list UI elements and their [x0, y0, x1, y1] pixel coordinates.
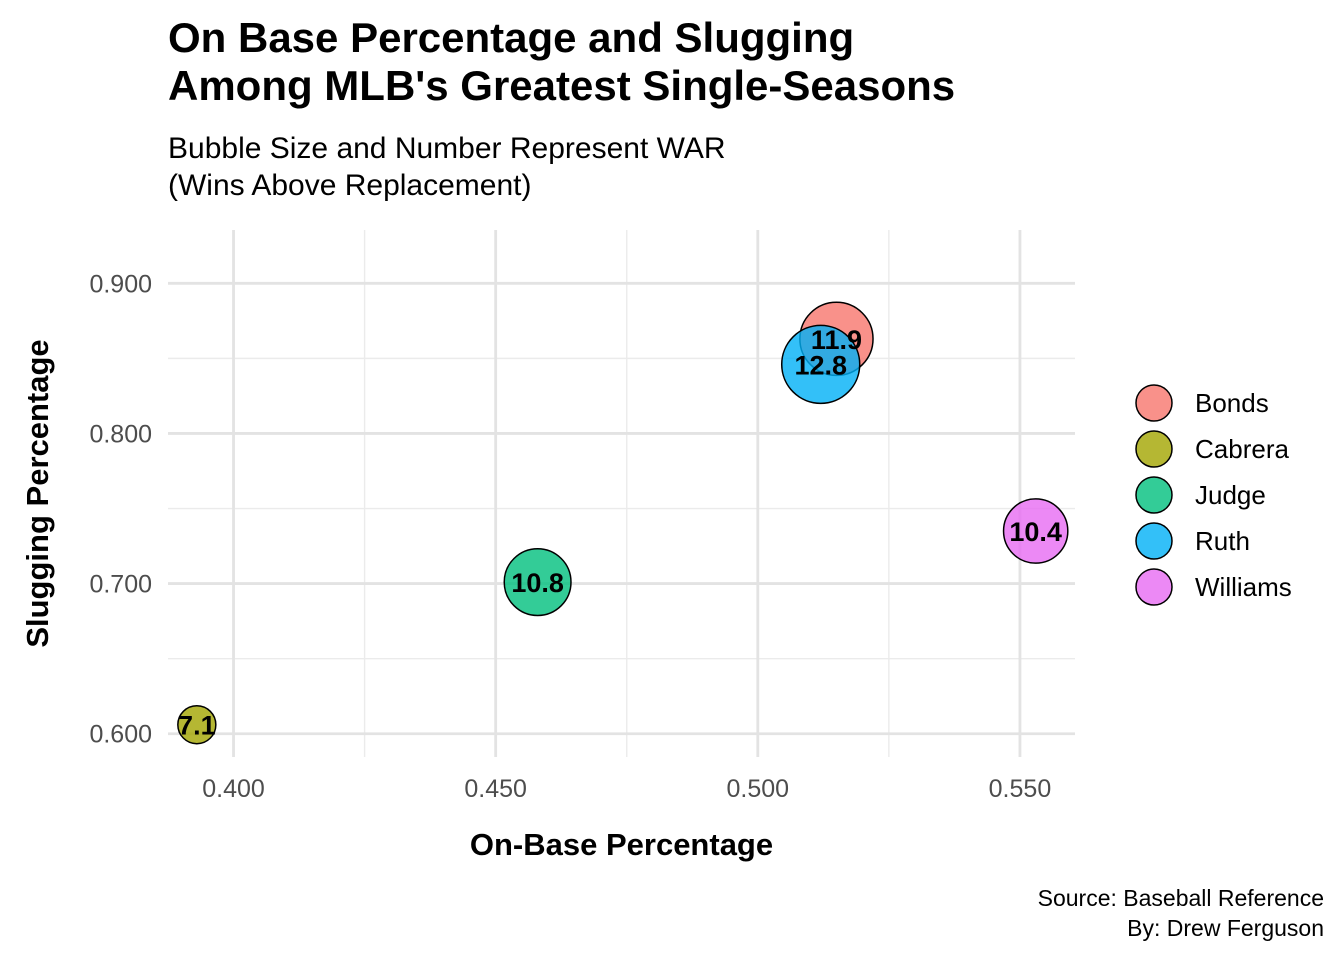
- chart-subtitle-line-2: (Wins Above Replacement): [168, 169, 532, 202]
- bubble-judge: [503, 547, 572, 617]
- x-axis-title: On-Base Percentage: [470, 827, 773, 862]
- data-label-bonds: 11.9: [811, 325, 862, 355]
- bubble-ruth: [780, 324, 861, 405]
- data-label-cabrera: 7.1: [178, 711, 216, 741]
- caption: Source: Baseball Reference By: Drew Ferg…: [1038, 883, 1324, 943]
- legend-key-bonds: [1135, 384, 1173, 422]
- bubble-cabrera: [177, 704, 217, 745]
- legend-key-cabrera: [1135, 430, 1173, 468]
- data-labels: 11.9 7.1 10.8 12.8 10.4: [178, 325, 1062, 741]
- chart-title-line-2: Among MLB's Greatest Single-Seasons: [168, 62, 956, 109]
- legend-label-cabrera: Cabrera: [1195, 434, 1289, 464]
- y-tick-label: 0.600: [89, 721, 152, 749]
- caption-source: Source: Baseball Reference: [1037, 885, 1324, 911]
- bubbles: [177, 301, 1069, 745]
- chart-title-line-1: On Base Percentage and Slugging: [168, 14, 855, 61]
- data-label-judge: 10.8: [511, 568, 564, 598]
- legend-key-williams: [1135, 568, 1173, 606]
- data-label-ruth: 12.8: [794, 350, 847, 380]
- data-label-williams: 10.4: [1009, 517, 1062, 547]
- y-tick-labels: 0.600 0.700 0.800 0.900: [89, 270, 152, 748]
- y-tick-label: 0.800: [89, 420, 152, 448]
- x-tick-labels: 0.400 0.450 0.500 0.550: [202, 775, 1051, 803]
- legend-label-judge: Judge: [1195, 480, 1266, 510]
- chart-subtitle-line-1: Bubble Size and Number Represent WAR: [168, 132, 726, 165]
- grid-lines: [168, 230, 1075, 757]
- x-tick-label: 0.400: [202, 775, 265, 803]
- bubble-williams: [1002, 498, 1069, 564]
- y-axis-title: Slugging Percentage: [20, 339, 55, 647]
- caption-author: By: Drew Ferguson: [1127, 915, 1324, 941]
- y-tick-label: 0.700: [89, 571, 152, 599]
- legend-key-ruth: [1135, 522, 1173, 560]
- chart-title: On Base Percentage and Slugging Among ML…: [168, 14, 1168, 110]
- x-tick-label: 0.550: [989, 775, 1052, 803]
- chart-subtitle: Bubble Size and Number Represent WAR (Wi…: [168, 130, 1068, 204]
- legend-key-judge: [1135, 476, 1173, 514]
- legend-label-ruth: Ruth: [1195, 526, 1250, 556]
- legend: Bonds Cabrera Judge Ruth Williams: [1135, 384, 1292, 606]
- y-tick-label: 0.900: [89, 270, 152, 298]
- x-tick-label: 0.500: [727, 775, 790, 803]
- x-tick-label: 0.450: [464, 775, 527, 803]
- legend-label-williams: Williams: [1195, 572, 1292, 602]
- legend-label-bonds: Bonds: [1195, 388, 1269, 418]
